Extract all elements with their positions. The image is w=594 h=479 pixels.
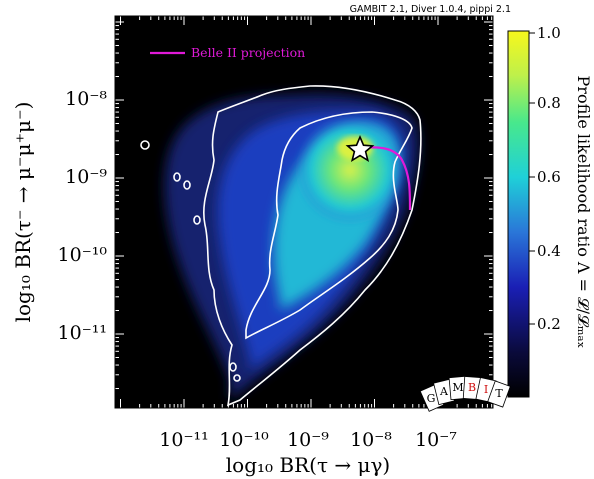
contour-island bbox=[183, 180, 191, 190]
colorbar-tick-label: 1.0 bbox=[537, 24, 561, 42]
colorbar-tick-label: 0.2 bbox=[537, 315, 561, 333]
tick-marks bbox=[115, 16, 493, 408]
projection-line bbox=[359, 146, 412, 211]
colorbar-gradient bbox=[507, 30, 530, 398]
x-tick-label: 10⁻⁷ bbox=[415, 429, 457, 451]
heatmap-core bbox=[295, 115, 405, 225]
credit-text: GAMBIT 2.1, Diver 1.0.4, pippi 2.1 bbox=[350, 4, 511, 15]
x-tick-label: 10⁻⁸ bbox=[350, 429, 392, 451]
heatmap-layer bbox=[164, 94, 420, 400]
colorbar-tick-label: 0.6 bbox=[537, 168, 561, 186]
legend-label: Belle II projection bbox=[191, 45, 305, 60]
x-tick-labels: 10⁻¹¹ 10⁻¹⁰ 10⁻⁹ 10⁻⁸ 10⁻⁷ bbox=[159, 429, 457, 451]
y-tick-label: 10⁻⁸ bbox=[65, 88, 107, 110]
y-axis-title: log₁₀ BR(τ⁻ → μ⁻μ⁺μ⁻) bbox=[11, 102, 35, 323]
logo-letter: I bbox=[484, 383, 488, 396]
y-tick-label: 10⁻¹⁰ bbox=[58, 244, 108, 266]
colorbar: 1.0 0.8 0.6 0.4 0.2 Profile likelihood r… bbox=[507, 24, 593, 398]
contour-95 bbox=[203, 85, 422, 407]
logo-letter: T bbox=[495, 387, 503, 400]
best-fit-star bbox=[345, 134, 375, 162]
logo-letter: M bbox=[452, 381, 463, 394]
x-axis-title: log₁₀ BR(τ → μγ) bbox=[226, 453, 390, 477]
colorbar-title: Profile likelihood ratio Λ = 𝓛/𝓛ₘₐₓ bbox=[574, 76, 593, 349]
colorbar-tick-label: 0.4 bbox=[537, 242, 561, 260]
x-tick-label: 10⁻⁹ bbox=[287, 429, 329, 451]
y-tick-labels: 10⁻¹¹ 10⁻¹⁰ 10⁻⁹ 10⁻⁸ bbox=[58, 88, 108, 344]
legend: Belle II projection bbox=[150, 45, 305, 60]
plot-frame bbox=[114, 15, 494, 409]
contour-island bbox=[173, 172, 181, 182]
colorbar-tick-label: 0.8 bbox=[537, 94, 561, 112]
contour-island bbox=[229, 362, 237, 372]
contour-island bbox=[140, 140, 150, 150]
gambit-logo: G A M B I T bbox=[419, 375, 511, 412]
contour-island bbox=[193, 215, 201, 225]
x-tick-label: 10⁻¹⁰ bbox=[219, 429, 269, 451]
x-tick-label: 10⁻¹¹ bbox=[159, 429, 208, 451]
logo-letter: B bbox=[468, 381, 476, 394]
contour-68 bbox=[245, 111, 413, 340]
y-tick-label: 10⁻⁹ bbox=[65, 166, 107, 188]
logo-letter: G bbox=[427, 392, 436, 405]
logo-letter: A bbox=[439, 385, 449, 398]
y-tick-label: 10⁻¹¹ bbox=[58, 322, 107, 344]
contour-island bbox=[233, 374, 241, 382]
